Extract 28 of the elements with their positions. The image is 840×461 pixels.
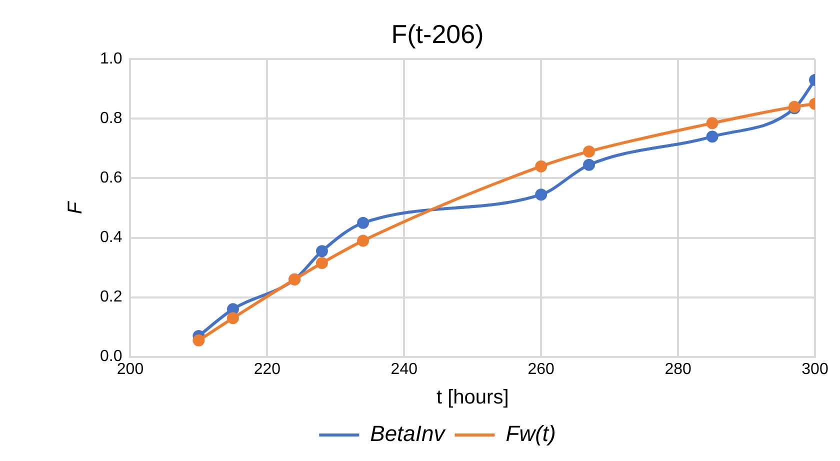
point	[535, 160, 548, 172]
point	[583, 158, 596, 171]
x-tick-label: 220	[254, 360, 281, 378]
point	[583, 145, 596, 158]
legend-label: BetaInv	[370, 421, 447, 446]
point	[357, 216, 370, 229]
x-tick-label: 240	[390, 360, 418, 378]
x-tick-label: 200	[116, 360, 144, 378]
y-tick-label: 0.4	[100, 229, 122, 246]
point	[706, 130, 718, 143]
point	[357, 234, 370, 247]
point	[192, 334, 205, 346]
x-tick-label: 260	[528, 360, 555, 378]
point	[226, 312, 239, 324]
point	[706, 117, 718, 130]
x-tick-label: 300	[802, 360, 828, 378]
y-axis-title: F	[64, 200, 87, 214]
x-axis-title: t [hours]	[436, 386, 509, 409]
x-tick-label: 280	[664, 360, 692, 378]
chart-title: F(t-206)	[391, 18, 484, 49]
y-tick-label: 0.2	[100, 288, 122, 306]
legend-label: Fw(t)	[506, 421, 556, 446]
point	[316, 245, 328, 258]
y-tick-label: 0.6	[100, 170, 122, 187]
y-tick-label: 1.0	[100, 50, 122, 68]
point	[535, 188, 548, 201]
point	[316, 257, 328, 270]
y-tick-label: 0.8	[100, 110, 122, 128]
